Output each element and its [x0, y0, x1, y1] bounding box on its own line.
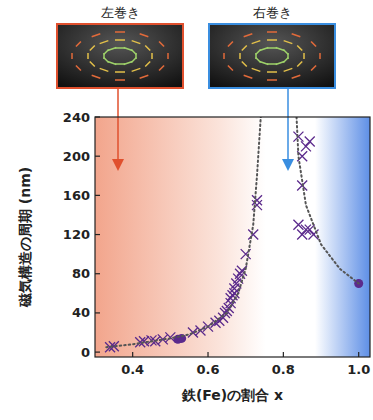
y-tick-label: 160	[63, 188, 90, 203]
spin-arrow	[267, 47, 277, 49]
spin-arrow	[167, 53, 169, 59]
spin-arrow	[267, 31, 277, 33]
spin-arrow	[319, 53, 321, 59]
pointer-arrow	[117, 88, 119, 165]
spin-arrow	[267, 79, 277, 81]
x-tick-label: 1.0	[347, 362, 370, 377]
spin-arrow	[145, 45, 150, 50]
spin-arrow	[284, 68, 293, 71]
spin-arrow	[267, 63, 277, 65]
spin-arrow	[223, 53, 225, 59]
spin-arrow	[242, 45, 247, 50]
pointer-arrow	[287, 88, 289, 165]
fit-line	[297, 117, 359, 284]
spin-arrow	[115, 47, 125, 49]
spin-arrow	[244, 75, 253, 78]
y-tick	[95, 156, 100, 157]
x-tick	[358, 352, 359, 357]
y-tick	[95, 116, 100, 117]
annotation: 右巻き	[253, 5, 292, 20]
y-tick	[95, 234, 100, 235]
spin-arrow	[292, 75, 301, 78]
x-tick-label: 0.4	[121, 362, 144, 377]
spin-arrow	[115, 79, 125, 81]
spin-arrow	[159, 65, 164, 70]
x-tick-label: 0.8	[272, 362, 295, 377]
spin-arrow	[159, 41, 164, 46]
spin-arrow	[242, 61, 247, 66]
spin-arrow	[252, 68, 261, 71]
spin-arrow	[76, 65, 81, 70]
data-point	[308, 230, 318, 240]
spin-arrow	[132, 68, 141, 71]
y-tick	[95, 273, 100, 274]
plot-background	[95, 117, 370, 357]
data-point	[301, 141, 311, 151]
spin-arrow	[303, 53, 305, 59]
spin-arrow	[115, 39, 125, 41]
spin-arrow	[71, 53, 73, 59]
spin-arrow	[145, 61, 150, 66]
x-tick	[283, 352, 284, 357]
inset-box	[209, 24, 335, 88]
spin-arrow	[115, 63, 125, 65]
spin-arrow	[100, 41, 109, 44]
spin-arrow	[90, 61, 95, 66]
spin-arrow	[100, 68, 109, 71]
spin-arrow	[132, 41, 141, 44]
spin-arrow	[76, 41, 81, 46]
y-tick	[95, 352, 100, 353]
spin-arrow	[90, 45, 95, 50]
spin-arrow	[311, 41, 316, 46]
spin-arrow	[92, 34, 101, 37]
y-tick-label: 240	[63, 110, 90, 125]
data-point	[305, 225, 315, 235]
spin-arrow	[244, 34, 253, 37]
y-tick-label: 120	[63, 227, 90, 242]
spin-arrow	[228, 41, 233, 46]
y-tick-label: 40	[72, 305, 90, 320]
data-group	[105, 117, 363, 352]
y-tick-label: 200	[63, 149, 90, 164]
spin-arrow	[297, 45, 302, 50]
spin-arrow	[252, 41, 261, 44]
y-axis-label: 磁気構造の周期 (nm)	[17, 167, 33, 308]
y-tick-label: 0	[81, 345, 90, 360]
spin-arrow	[140, 34, 149, 37]
data-point	[252, 195, 262, 205]
x-axis-label: 鉄(Fe)の割合 x	[181, 387, 283, 403]
data-point	[248, 230, 258, 240]
spin-arrow	[297, 61, 302, 66]
x-tick	[132, 352, 133, 357]
x-tick	[207, 352, 208, 357]
plot-frame	[95, 117, 370, 357]
spin-arrow	[131, 49, 136, 54]
data-point	[252, 200, 262, 210]
inset-box	[57, 24, 183, 88]
spin-arrow	[284, 41, 293, 44]
y-tick	[95, 312, 100, 313]
spin-arrow	[115, 31, 125, 33]
chart: 左巻き 右巻き 0.4 0.6 0.8 1.0 0 40 80 120 160 200 240 鉄(Fe)…	[0, 0, 373, 420]
spin-arrow	[267, 39, 277, 41]
spin-arrow	[267, 71, 277, 73]
annotation: 左巻き	[101, 5, 140, 20]
spin-arrow	[151, 53, 153, 59]
data-point	[305, 136, 315, 146]
spin-arrow	[92, 75, 101, 78]
spin-arrow	[87, 53, 89, 59]
spin-arrow	[115, 71, 125, 73]
x-tick-label: 0.6	[196, 362, 219, 377]
spin-arrow	[283, 49, 288, 54]
spin-arrow	[140, 75, 149, 78]
spin-arrow	[311, 65, 316, 70]
y-tick-label: 80	[72, 266, 90, 281]
y-tick	[95, 195, 100, 196]
fit-line	[106, 117, 260, 347]
spin-arrow	[292, 34, 301, 37]
spin-arrow	[239, 53, 241, 59]
spin-arrow	[228, 65, 233, 70]
